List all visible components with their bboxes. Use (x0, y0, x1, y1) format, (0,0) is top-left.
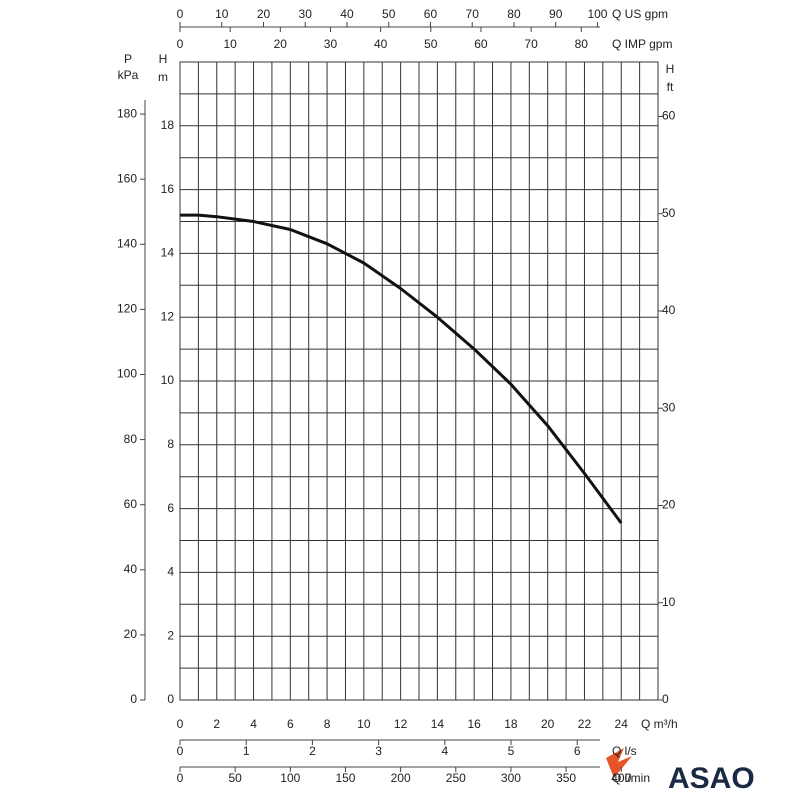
axis-label: Q l/min (612, 771, 650, 785)
x-tick-label: 5 (508, 744, 515, 758)
axis-label: H (666, 62, 675, 76)
x-tick-label: 4 (441, 744, 448, 758)
x-tick-label: 80 (507, 7, 521, 21)
x-tick-label: 30 (299, 7, 313, 21)
x-tick-label: 50 (382, 7, 396, 21)
y-tick-label: 40 (124, 562, 138, 576)
x-tick-label: 16 (467, 717, 481, 731)
x-tick-label: 20 (257, 7, 271, 21)
y-tick-label: 16 (161, 182, 175, 196)
y-tick-label: 160 (117, 171, 137, 185)
y-tick-label: 120 (117, 302, 137, 316)
x-tick-label: 0 (177, 37, 184, 51)
y2-tick-label: 50 (662, 206, 676, 220)
x-tick-label: 6 (287, 717, 294, 731)
y-tick-label: 20 (124, 627, 138, 641)
x-tick-label: 18 (504, 717, 518, 731)
axis-label: Q US gpm (612, 7, 668, 21)
y-tick-label: 12 (161, 309, 175, 323)
x-tick-label: 30 (324, 37, 338, 51)
y-tick-label: 8 (167, 437, 174, 451)
x-tick-label: 20 (541, 717, 555, 731)
x-tick-label: 8 (324, 717, 331, 731)
x-tick-label: 200 (391, 771, 411, 785)
x-tick-label: 0 (177, 771, 184, 785)
y-tick-label: 100 (117, 367, 137, 381)
y-tick-label: 18 (161, 118, 175, 132)
axis-label: P (124, 52, 132, 66)
x-tick-label: 150 (335, 771, 355, 785)
x-tick-label: 0 (177, 717, 184, 731)
y-tick-label: 180 (117, 106, 137, 120)
y-tick-label: 0 (130, 692, 137, 706)
x-tick-label: 0 (177, 744, 184, 758)
x-tick-label: 40 (374, 37, 388, 51)
y-tick-label: 4 (167, 565, 174, 579)
y2-tick-label: 20 (662, 498, 676, 512)
x-tick-label: 0 (177, 7, 184, 21)
pump-curve (180, 213, 623, 524)
x-tick-label: 10 (223, 37, 237, 51)
y-tick-label: 6 (167, 501, 174, 515)
x-tick-label: 90 (549, 7, 563, 21)
axis-label: Q l/s (612, 744, 637, 758)
axis-label: ft (667, 80, 674, 94)
y-tick-label: 140 (117, 236, 137, 250)
x-tick-label: 1 (243, 744, 250, 758)
y-tick-label: 10 (161, 373, 175, 387)
plot-frame (179, 61, 659, 701)
y-axis-label: H (159, 52, 168, 66)
x-tick-label: 50 (228, 771, 242, 785)
x-tick-label: 22 (578, 717, 592, 731)
x-tick-label: 70 (524, 37, 538, 51)
x-tick-label: 60 (474, 37, 488, 51)
y-tick-label: 2 (167, 628, 174, 642)
x-tick-label: 350 (556, 771, 576, 785)
y2-tick-label: 0 (662, 692, 669, 706)
x-tick-label: 70 (466, 7, 480, 21)
x-tick-label: 2 (309, 744, 316, 758)
y-tick-label: 14 (161, 246, 175, 260)
x-tick-label: 12 (394, 717, 408, 731)
y2-tick-label: 60 (662, 109, 676, 123)
axis-label: Q IMP gpm (612, 37, 672, 51)
y2-tick-label: 30 (662, 400, 676, 414)
x-tick-label: 14 (431, 717, 445, 731)
y-tick-label: 0 (167, 692, 174, 706)
y2-tick-label: 40 (662, 303, 676, 317)
x-tick-label: 50 (424, 37, 438, 51)
y-axis-label: m (158, 70, 168, 84)
x-tick-label: 4 (250, 717, 257, 731)
y-tick-label: 80 (124, 432, 138, 446)
x-tick-label: 3 (375, 744, 382, 758)
x-tick-label: 80 (575, 37, 589, 51)
x-tick-label: 100 (280, 771, 300, 785)
x-tick-label: 6 (574, 744, 581, 758)
x-tick-label: 10 (357, 717, 371, 731)
x-tick-label: 60 (424, 7, 438, 21)
x-tick-label: 2 (213, 717, 220, 731)
x-axis-label: Q m³/h (641, 717, 678, 731)
logo: ASAO (668, 762, 755, 795)
axis-label: kPa (118, 68, 139, 82)
x-tick-label: 400 (611, 771, 631, 785)
y2-tick-label: 10 (662, 595, 676, 609)
x-tick-label: 100 (587, 7, 607, 21)
x-tick-label: 20 (274, 37, 288, 51)
logo-icon (606, 748, 632, 778)
x-tick-label: 24 (615, 717, 629, 731)
y-tick-label: 60 (124, 497, 138, 511)
x-tick-label: 300 (501, 771, 521, 785)
x-tick-label: 40 (340, 7, 354, 21)
x-tick-label: 250 (446, 771, 466, 785)
x-tick-label: 10 (215, 7, 229, 21)
